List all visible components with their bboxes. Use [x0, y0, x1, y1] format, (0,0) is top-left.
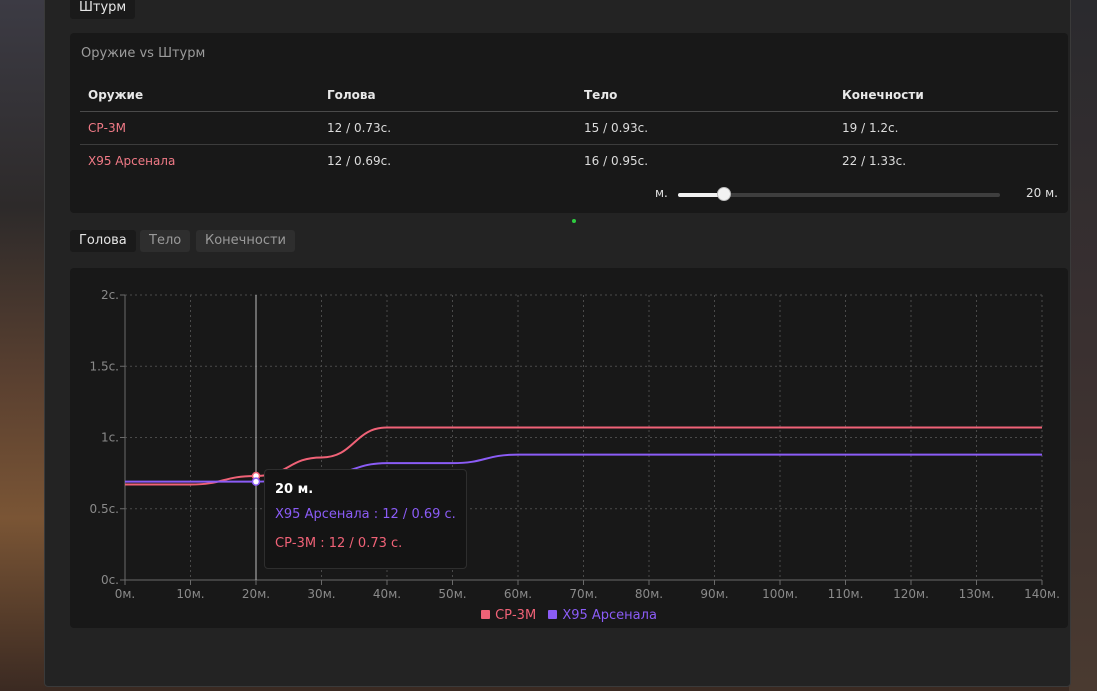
- tooltip-title: 20 м.: [275, 482, 314, 497]
- background-right: [1069, 0, 1097, 691]
- damage-chart: 0м. 10м. 20м. 30м. 40м. 50м. 60м. 70м. 80м. 90м. 1…: [90, 288, 1060, 601]
- table-row: Х95 Арсенала 12 / 0.69с. 16 / 0.95с. 22 …: [80, 145, 1058, 178]
- x-tick-label: 30м.: [307, 587, 335, 601]
- x-tick-label: 80м.: [635, 587, 663, 601]
- x-tick-label: 0м.: [115, 587, 136, 601]
- column-header-limbs: Конечности: [834, 78, 1058, 112]
- body-value: 15 / 0.93с.: [576, 111, 834, 145]
- legend-item-x95[interactable]: Х95 Арсенала: [548, 608, 657, 623]
- weapon-name[interactable]: СР-3М: [80, 111, 319, 145]
- series-line-1: [125, 453, 1042, 483]
- x-tick-label: 40м.: [373, 587, 401, 601]
- legend-item-sr3m[interactable]: СР-3М: [481, 608, 536, 623]
- x-tick-label: 90м.: [700, 587, 728, 601]
- x-tick-label: 70м.: [569, 587, 597, 601]
- comparison-table: Оружие Голова Тело Конечности СР-3М 12 /…: [80, 78, 1058, 177]
- y-tick-label: 2с.: [101, 288, 119, 302]
- column-header-head: Голова: [319, 78, 576, 112]
- y-tick-label: 0с.: [101, 573, 119, 587]
- comparison-panel: Штурм Оружие vs Штурм Оружие Голова Тело…: [44, 0, 1071, 687]
- limbs-value: 19 / 1.2с.: [834, 111, 1058, 145]
- y-tick-label: 0.5с.: [90, 502, 120, 516]
- chart-tooltip: 20 м. Х95 Арсенала : 12 / 0.69 с. СР-3М …: [264, 469, 467, 569]
- table-row: СР-3М 12 / 0.73с. 15 / 0.93с. 19 / 1.2с.: [80, 111, 1058, 145]
- target-tab[interactable]: Штурм: [70, 0, 136, 19]
- column-header-body: Тело: [576, 78, 834, 112]
- cursor-point-1: [251, 477, 261, 486]
- body-value: 16 / 0.95с.: [584, 154, 649, 168]
- range-slider[interactable]: [678, 187, 1000, 201]
- table-header-row: Оружие Голова Тело Конечности: [80, 78, 1058, 112]
- head-value: 12 / 0.73с.: [319, 111, 576, 145]
- legend-swatch: [548, 610, 558, 619]
- x-tick-label: 10м.: [176, 587, 204, 601]
- x-tick-label: 60м.: [504, 587, 532, 601]
- tooltip-row-sr3m: СР-3М : 12 / 0.73 с.: [275, 536, 403, 551]
- x-tick-label: 50м.: [438, 587, 466, 601]
- chart-card: 0м. 10м. 20м. 30м. 40м. 50м. 60м. 70м. 80м. 90м. 1…: [70, 268, 1068, 628]
- x-tick-label: 100м.: [762, 587, 798, 601]
- legend-label: СР-3М: [495, 608, 537, 623]
- range-slider-thumb[interactable]: [717, 187, 731, 201]
- x-tick-label: 110м.: [828, 587, 864, 601]
- limbs-value: 22 / 1.33с.: [842, 154, 907, 168]
- column-header-weapon: Оружие: [80, 78, 319, 112]
- range-slider-fill: [678, 193, 724, 197]
- x-tick-label: 130м.: [959, 587, 995, 601]
- tab-body[interactable]: Тело: [140, 230, 191, 252]
- status-dot: [572, 219, 576, 223]
- range-unit-label: м.: [655, 186, 668, 200]
- comparison-card: Оружие vs Штурм Оружие Голова Тело Конеч…: [70, 33, 1068, 213]
- head-value: 12 / 0.69с.: [327, 154, 392, 168]
- legend-label: Х95 Арсенала: [562, 608, 657, 623]
- legend-swatch: [481, 610, 491, 619]
- weapon-name[interactable]: Х95 Арсенала: [88, 154, 176, 168]
- x-tick-label: 120м.: [893, 587, 929, 601]
- x-tick-label: 20м.: [242, 587, 270, 601]
- y-tick-label: 1с.: [101, 431, 119, 445]
- tab-limbs[interactable]: Конечности: [196, 230, 295, 252]
- background-left: [0, 0, 44, 691]
- comparison-title: Оружие vs Штурм: [81, 46, 206, 61]
- range-value-label: 20 м.: [1026, 186, 1058, 200]
- tooltip-row-x95: Х95 Арсенала : 12 / 0.69 с.: [275, 507, 456, 522]
- chart-legend: СР-3М Х95 Арсенала: [70, 608, 1068, 623]
- tab-head[interactable]: Голова: [70, 230, 136, 252]
- x-tick-label: 140м.: [1024, 587, 1060, 601]
- y-tick-label: 1.5с.: [90, 359, 120, 373]
